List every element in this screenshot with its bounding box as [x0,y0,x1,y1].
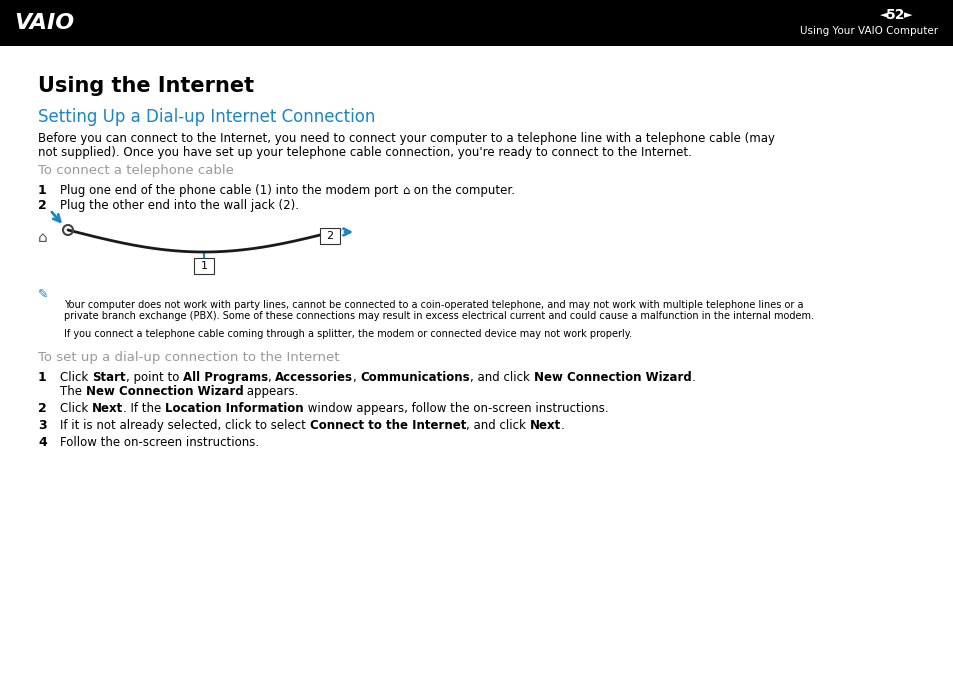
Text: 2: 2 [326,231,334,241]
Text: To connect a telephone cable: To connect a telephone cable [38,164,233,177]
Text: Using Your VAIO Computer: Using Your VAIO Computer [799,26,937,36]
Text: VAIO: VAIO [14,13,74,33]
Text: Using the Internet: Using the Internet [38,76,253,96]
Text: , point to: , point to [126,371,183,384]
Text: Next: Next [529,419,560,432]
Text: Click: Click [60,371,91,384]
Text: New Connection Wizard: New Connection Wizard [86,385,243,398]
Text: Location Information: Location Information [165,402,304,415]
Text: ►: ► [903,10,911,20]
Text: Follow the on-screen instructions.: Follow the on-screen instructions. [60,436,259,449]
Text: 52: 52 [885,8,904,22]
Text: .: . [560,419,564,432]
Text: on the computer.: on the computer. [409,184,514,197]
Text: Plug the other end into the wall jack (2).: Plug the other end into the wall jack (2… [60,199,298,212]
Text: 1: 1 [38,371,47,384]
Text: ,: , [353,371,360,384]
Bar [0,0,953,46]
Bar [319,228,339,244]
Text: 3: 3 [38,419,47,432]
Text: not supplied). Once you have set up your telephone cable connection, you're read: not supplied). Once you have set up your… [38,146,691,159]
Text: If it is not already selected, click to select: If it is not already selected, click to … [60,419,310,432]
Text: ◄: ◄ [879,10,887,20]
Text: appears.: appears. [243,385,298,398]
Text: Your computer does not work with party lines, cannot be connected to a coin-oper: Your computer does not work with party l… [64,300,802,310]
Text: New Connection Wizard: New Connection Wizard [534,371,691,384]
Text: If you connect a telephone cable coming through a splitter, the modem or connect: If you connect a telephone cable coming … [64,329,632,339]
Text: Accessories: Accessories [275,371,353,384]
Text: , and click: , and click [470,371,534,384]
Text: To set up a dial-up connection to the Internet: To set up a dial-up connection to the In… [38,351,339,364]
Text: Communications: Communications [360,371,470,384]
Text: .: . [691,371,695,384]
Text: Start: Start [91,371,126,384]
Bar [193,258,213,274]
Text: Connect to the Internet: Connect to the Internet [310,419,465,432]
Text: private branch exchange (PBX). Some of these connections may result in excess el: private branch exchange (PBX). Some of t… [64,311,813,321]
Text: Setting Up a Dial-up Internet Connection: Setting Up a Dial-up Internet Connection [38,108,375,126]
Text: ✎: ✎ [38,288,49,301]
Text: 2: 2 [38,199,47,212]
Text: All Programs: All Programs [183,371,268,384]
Text: 4: 4 [38,436,47,449]
Text: . If the: . If the [123,402,165,415]
Text: ,: , [268,371,275,384]
Text: ⌂: ⌂ [38,230,48,245]
Text: , and click: , and click [465,419,529,432]
Text: Next: Next [91,402,123,415]
Text: 1: 1 [200,261,208,271]
Text: Before you can connect to the Internet, you need to connect your computer to a t: Before you can connect to the Internet, … [38,132,774,145]
Text: Plug one end of the phone cable (1) into the modem port: Plug one end of the phone cable (1) into… [60,184,402,197]
Text: 2: 2 [38,402,47,415]
Text: The: The [60,385,86,398]
Text: ⌂: ⌂ [402,184,409,197]
Text: window appears, follow the on-screen instructions.: window appears, follow the on-screen ins… [304,402,608,415]
Text: Click: Click [60,402,91,415]
Text: 1: 1 [38,184,47,197]
